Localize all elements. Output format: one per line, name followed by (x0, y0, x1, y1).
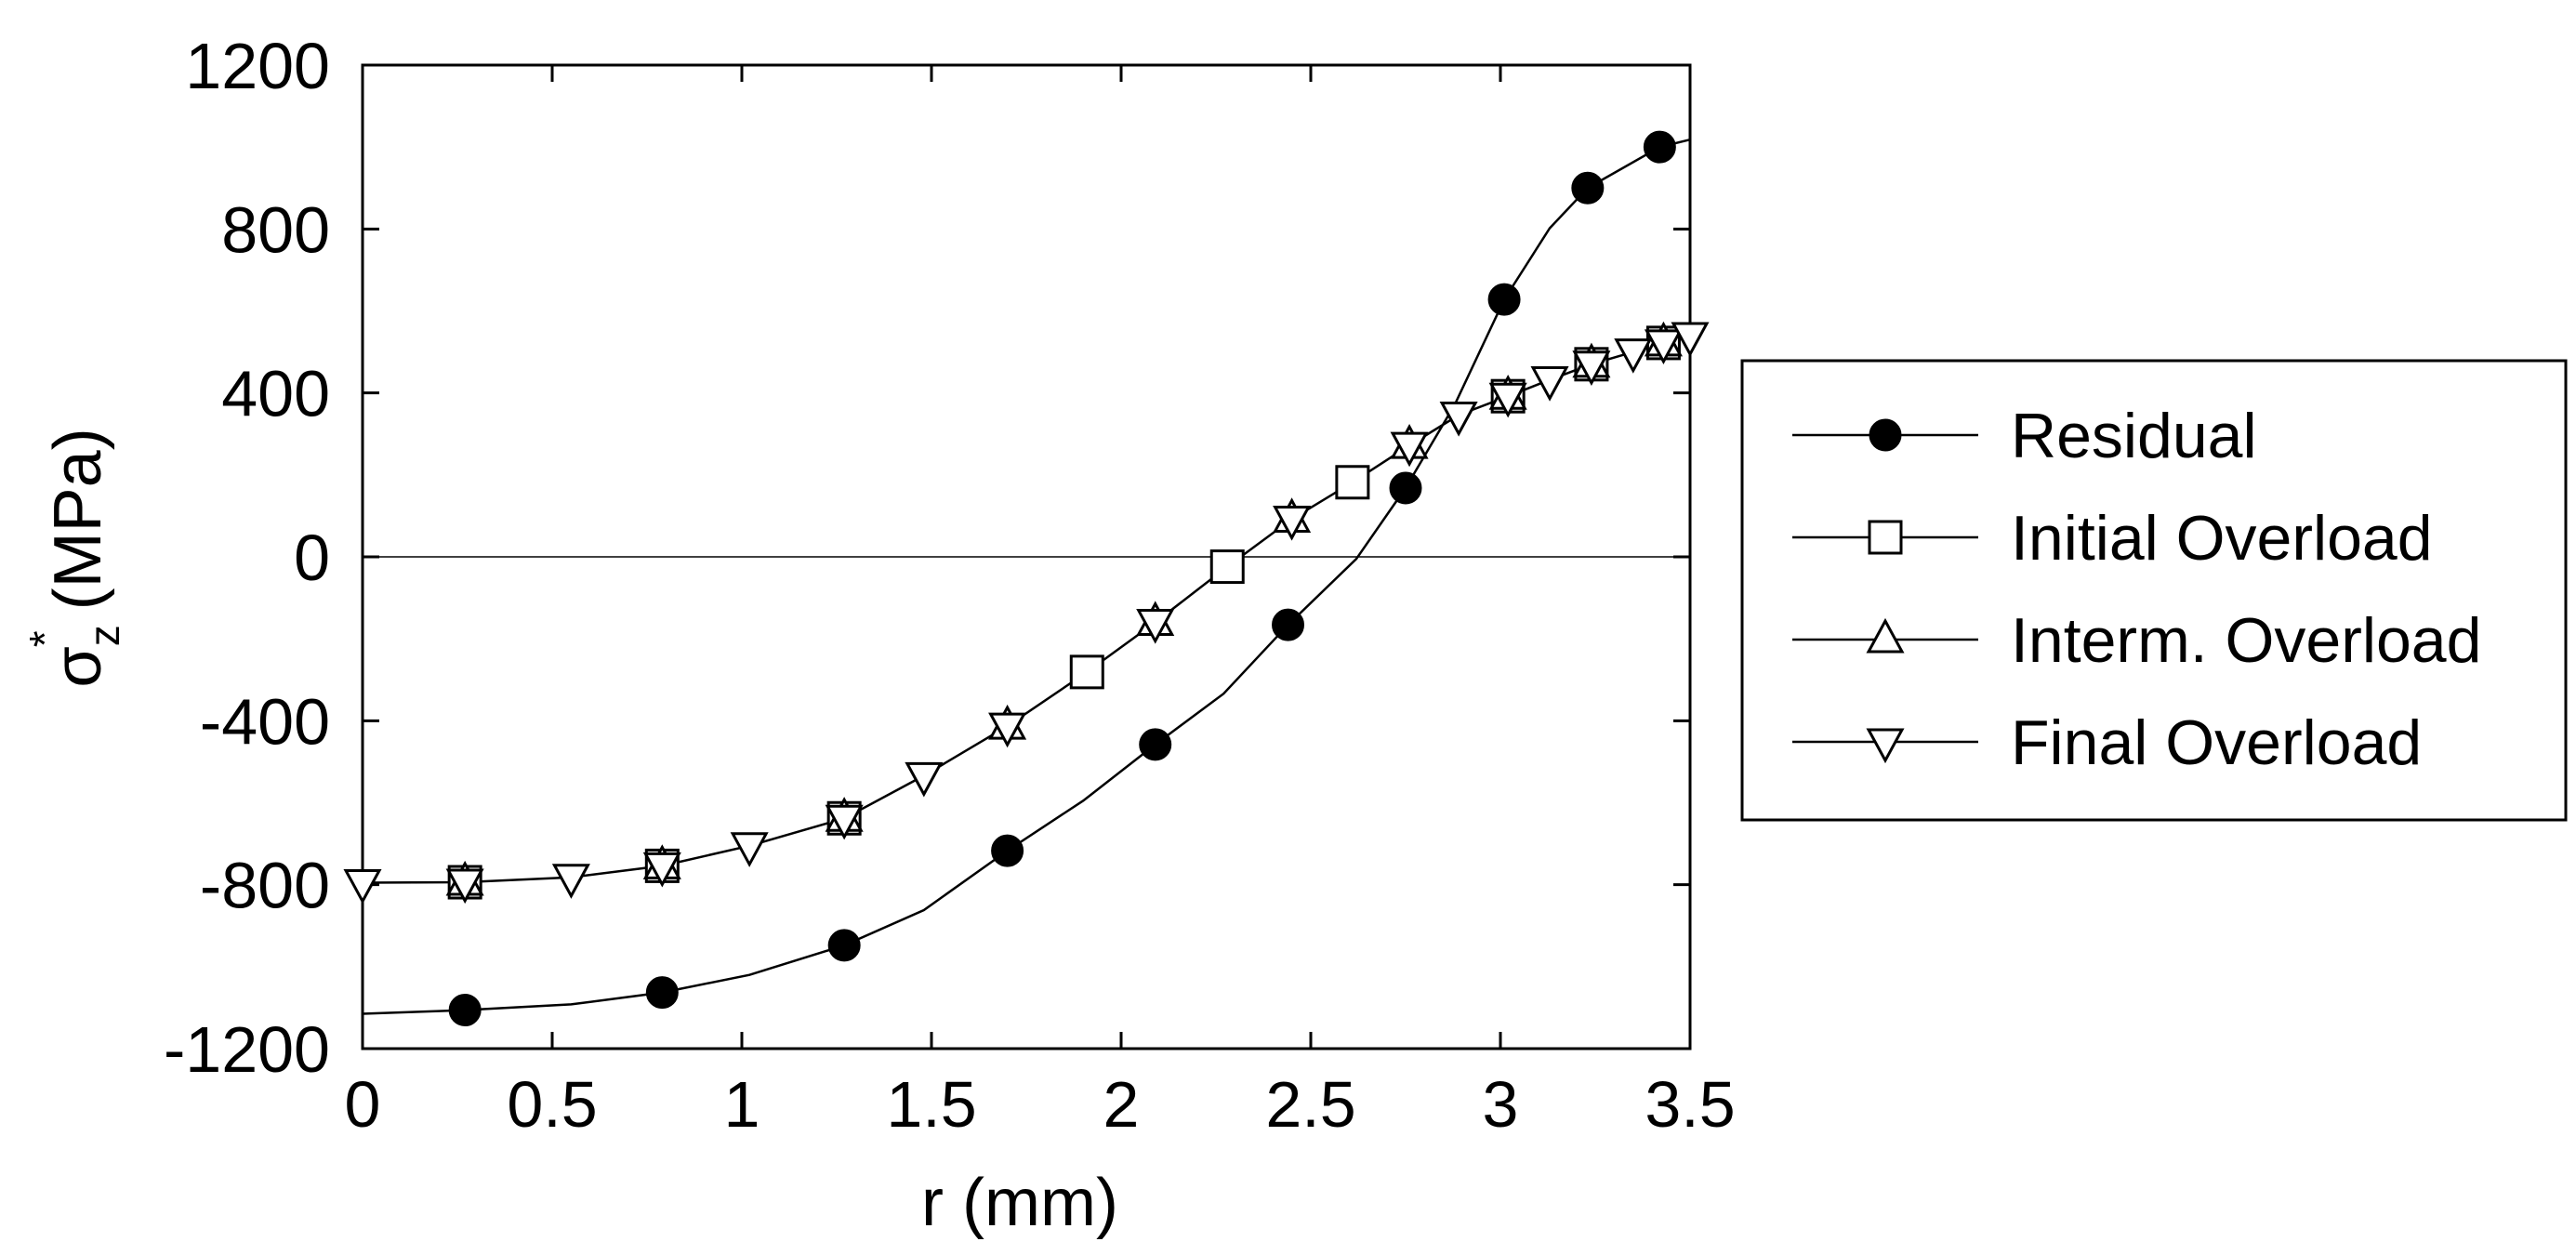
y-tick-label: 800 (221, 193, 330, 266)
y-axis-superscript: * (20, 630, 69, 647)
y-tick-labels: -1200 -800 -400 0 400 800 1200 (164, 30, 330, 1086)
marker-initial-overload (1069, 654, 1104, 690)
x-tick-label: 2.5 (1265, 1068, 1355, 1141)
marker-residual (1389, 471, 1422, 505)
legend-label: Final Overload (2011, 707, 2422, 778)
marker-final-overload (445, 868, 484, 905)
marker-final-overload (642, 852, 681, 888)
legend-label: Interm. Overload (2011, 605, 2481, 676)
marker-final-overload (1390, 431, 1429, 468)
series-layer (343, 130, 1710, 1027)
y-tick-label: -800 (200, 850, 330, 922)
marker-residual (827, 929, 861, 962)
legend-label: Initial Overload (2011, 503, 2433, 574)
x-tick-label: 1 (724, 1068, 760, 1141)
series-line-initial-overload (362, 334, 1691, 884)
x-tick-labels: 0 0.5 1 1.5 2 2.5 3 3.5 (345, 1068, 1736, 1141)
marker-final-overload (1273, 505, 1312, 541)
marker-residual (1139, 728, 1172, 761)
x-tick-label: 2 (1103, 1068, 1140, 1141)
legend-marker (1869, 418, 1902, 452)
marker-final-overload (1530, 366, 1569, 402)
y-tick-label: -1200 (164, 1013, 330, 1086)
marker-final-overload (1671, 322, 1710, 358)
marker-final-overload (825, 804, 864, 840)
marker-final-overload (1614, 338, 1653, 374)
marker-final-overload (343, 868, 382, 905)
x-tick-label: 3.5 (1645, 1068, 1735, 1141)
y-axis-units: (MPa) (41, 428, 115, 610)
y-axis-title: σz * (MPa) (20, 428, 128, 687)
marker-residual (1272, 608, 1305, 641)
y-tick-label: -400 (200, 685, 330, 758)
x-tick-label: 1.5 (886, 1068, 976, 1141)
legend-marker (1866, 728, 1905, 764)
y-tick-label: 1200 (185, 30, 330, 102)
marker-final-overload (905, 761, 944, 798)
marker-initial-overload (1335, 465, 1370, 500)
marker-initial-overload (1209, 549, 1245, 585)
marker-residual (448, 994, 482, 1027)
legend-marker (1866, 617, 1905, 654)
x-tick-label: 3 (1483, 1068, 1519, 1141)
marker-residual (1487, 283, 1521, 316)
marker-residual (1643, 130, 1676, 164)
marker-residual (645, 976, 679, 1010)
legend-marker (1868, 520, 1903, 555)
x-axis-title: r (mm) (921, 1166, 1118, 1240)
y-axis-symbol: σ (41, 646, 115, 687)
marker-final-overload (1644, 329, 1683, 365)
legend: Residual Initial Overload Interm. Overload… (1792, 401, 2481, 778)
marker-final-overload (551, 864, 590, 899)
x-tick-label: 0.5 (507, 1068, 597, 1141)
y-axis-subscript: z (80, 625, 128, 646)
marker-residual (991, 834, 1024, 867)
legend-label: Residual (2011, 401, 2257, 471)
marker-final-overload (1439, 401, 1478, 437)
svg-text:σz*(MPa): σz * (MPa) (20, 428, 128, 687)
series-line-residual (362, 138, 1691, 1015)
y-tick-label: 400 (221, 358, 330, 430)
marker-final-overload (988, 712, 1027, 748)
tick-marks (361, 63, 1692, 1050)
marker-final-overload (1572, 350, 1611, 386)
marker-residual (1571, 171, 1605, 205)
marker-final-overload (1488, 382, 1527, 418)
marker-final-overload (730, 832, 769, 867)
x-tick-label: 0 (345, 1068, 381, 1141)
marker-final-overload (1136, 609, 1175, 644)
y-tick-label: 0 (294, 522, 330, 594)
